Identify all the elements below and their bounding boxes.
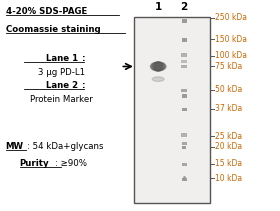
Text: 50 kDa: 50 kDa bbox=[215, 85, 242, 94]
FancyBboxPatch shape bbox=[181, 133, 187, 137]
Text: :: : bbox=[82, 81, 85, 90]
Text: 250 kDa: 250 kDa bbox=[215, 14, 247, 22]
Text: 2: 2 bbox=[181, 2, 188, 12]
Text: 20 kDa: 20 kDa bbox=[215, 142, 242, 151]
Text: 37 kDa: 37 kDa bbox=[215, 104, 242, 113]
Text: Protein Marker: Protein Marker bbox=[30, 95, 93, 104]
Ellipse shape bbox=[152, 77, 164, 81]
Text: : 54 kDa+glycans: : 54 kDa+glycans bbox=[27, 142, 103, 151]
FancyBboxPatch shape bbox=[182, 94, 187, 98]
Ellipse shape bbox=[153, 62, 163, 71]
FancyBboxPatch shape bbox=[182, 108, 187, 111]
Text: 10 kDa: 10 kDa bbox=[215, 174, 242, 183]
Text: Purity: Purity bbox=[20, 159, 49, 168]
FancyBboxPatch shape bbox=[181, 60, 187, 63]
Ellipse shape bbox=[152, 62, 164, 71]
Ellipse shape bbox=[152, 77, 164, 81]
Text: 100 kDa: 100 kDa bbox=[215, 51, 247, 60]
Text: 150 kDa: 150 kDa bbox=[215, 35, 247, 43]
Text: Coomassie staining: Coomassie staining bbox=[6, 25, 100, 34]
Text: 75 kDa: 75 kDa bbox=[215, 62, 242, 71]
FancyBboxPatch shape bbox=[181, 89, 187, 92]
FancyBboxPatch shape bbox=[182, 163, 187, 166]
Text: 3 μg PD-L1: 3 μg PD-L1 bbox=[38, 68, 85, 77]
FancyBboxPatch shape bbox=[182, 38, 187, 42]
Text: MW: MW bbox=[6, 142, 24, 151]
Ellipse shape bbox=[151, 62, 166, 71]
Text: Lane 1: Lane 1 bbox=[46, 54, 78, 63]
Text: : ≥90%: : ≥90% bbox=[55, 159, 87, 168]
Ellipse shape bbox=[155, 62, 161, 71]
Text: 25 kDa: 25 kDa bbox=[215, 132, 242, 141]
Text: :: : bbox=[82, 54, 85, 63]
Text: 15 kDa: 15 kDa bbox=[215, 159, 242, 168]
FancyBboxPatch shape bbox=[182, 19, 187, 23]
FancyBboxPatch shape bbox=[182, 178, 187, 181]
FancyBboxPatch shape bbox=[181, 53, 187, 57]
FancyBboxPatch shape bbox=[182, 142, 187, 145]
FancyBboxPatch shape bbox=[134, 17, 210, 203]
FancyBboxPatch shape bbox=[181, 65, 187, 68]
Text: Lane 2: Lane 2 bbox=[46, 81, 78, 90]
FancyBboxPatch shape bbox=[182, 146, 186, 149]
Text: 1: 1 bbox=[155, 2, 162, 12]
Text: 4-20% SDS-PAGE: 4-20% SDS-PAGE bbox=[6, 7, 87, 16]
